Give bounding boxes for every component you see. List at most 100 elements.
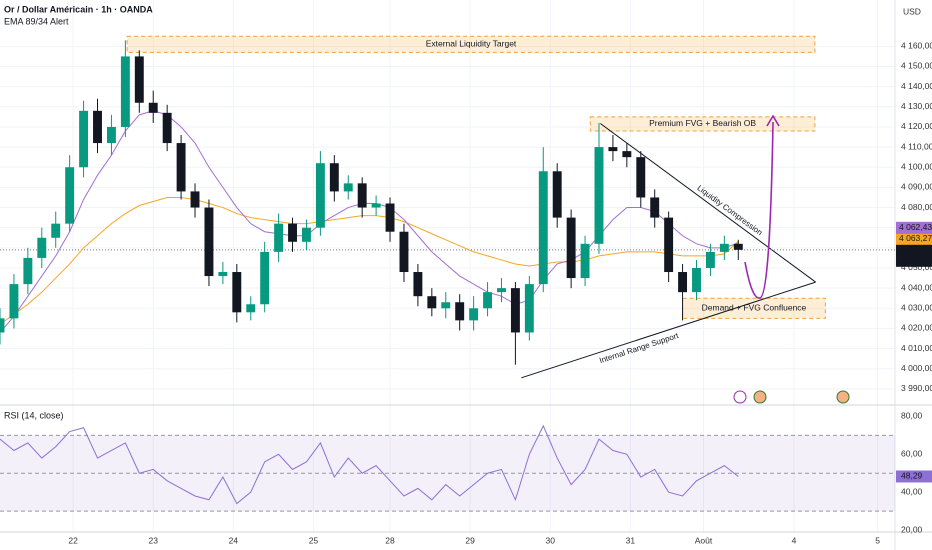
y-tick-label: 4 050,000 xyxy=(901,262,932,272)
candle-body xyxy=(441,302,451,309)
candle-body xyxy=(650,197,660,218)
y-tick-label: 4 110,000 xyxy=(901,141,932,151)
candle-body xyxy=(288,223,297,242)
candle-body xyxy=(343,183,353,192)
rsi-tick-label: 40,00 xyxy=(901,486,923,496)
candle-body xyxy=(65,167,75,224)
candle-body xyxy=(664,217,674,273)
x-tick-label: 30 xyxy=(545,535,555,545)
candle-body xyxy=(594,147,604,244)
countdown: 41:59 xyxy=(899,255,921,265)
indicator-name: EMA 89/34 Alert xyxy=(4,16,69,26)
event-icon[interactable] xyxy=(733,390,747,404)
rsi-tick-label: 60,00 xyxy=(901,449,923,459)
trendline xyxy=(521,281,816,379)
candle-body xyxy=(510,288,520,333)
candle-body xyxy=(232,272,242,313)
candle-body xyxy=(190,191,200,208)
rsi-last-label: 48,29 xyxy=(901,471,923,481)
candle-body xyxy=(552,171,562,218)
last-price-label-bg xyxy=(896,243,932,256)
rsi-title: RSI (14, close) xyxy=(4,410,64,420)
ema-line xyxy=(0,110,739,333)
y-tick-label: 4 150,000 xyxy=(901,61,932,71)
y-tick-label: 4 000,000 xyxy=(901,363,932,373)
y-tick-label: 3 990,000 xyxy=(901,383,932,393)
zone xyxy=(126,35,816,53)
candle-body xyxy=(427,296,437,309)
candle-body xyxy=(106,126,116,144)
currency: USD xyxy=(903,6,921,16)
candle-body xyxy=(23,257,33,285)
y-tick-label: 4 040,000 xyxy=(901,282,932,292)
candle-body xyxy=(719,243,729,252)
candle-body xyxy=(315,163,325,228)
x-tick-label: 31 xyxy=(626,535,636,545)
candle-body xyxy=(469,308,479,321)
x-tick-label: 24 xyxy=(229,535,239,545)
projection-arrow xyxy=(744,121,774,299)
candle-body xyxy=(399,231,409,273)
candle-body xyxy=(37,237,47,258)
x-tick-label: 4 xyxy=(792,535,797,545)
candle-body xyxy=(93,110,102,144)
y-tick-label: 4 020,000 xyxy=(901,323,932,333)
candle-body xyxy=(9,284,19,319)
y-tick-label: 4 080,000 xyxy=(901,202,932,212)
candle-body xyxy=(733,243,743,250)
candle-body xyxy=(176,143,186,192)
y-tick-label: 4 030,000 xyxy=(901,303,932,313)
candle-body xyxy=(79,110,89,168)
y-tick-label: 4 130,000 xyxy=(901,101,932,111)
candle-body xyxy=(636,157,646,198)
y-tick-label: 4 090,000 xyxy=(901,182,932,192)
y-tick-label: 4 140,000 xyxy=(901,81,932,91)
x-tick-label: 5 xyxy=(875,535,880,545)
zone-label: Demand + FVG Confluence xyxy=(702,303,807,313)
candle-body xyxy=(260,251,270,305)
candle-body xyxy=(357,183,367,208)
candle-body xyxy=(371,203,381,208)
y-tick-label: 4 100,000 xyxy=(901,161,932,171)
zone-label: Premium FVG + Bearish OB xyxy=(649,118,756,128)
candle-body xyxy=(329,163,339,192)
countdown-bg xyxy=(896,254,932,267)
x-tick-label: Août xyxy=(695,535,713,545)
zone xyxy=(589,116,816,132)
candle-body xyxy=(455,302,465,321)
trendline xyxy=(600,123,816,283)
chart-title: Or / Dollar Américain · 1h · OANDA xyxy=(4,4,153,14)
candle-body xyxy=(204,207,214,277)
ema-label: 4 063,279 xyxy=(899,233,932,243)
rsi-tick-label: 20,00 xyxy=(901,524,923,534)
candle-body xyxy=(413,272,423,297)
x-tick-label: 29 xyxy=(465,535,475,545)
candle-body xyxy=(483,292,493,309)
last-price-label: 4 059,015 xyxy=(899,244,932,254)
candle-body xyxy=(51,223,61,238)
rsi-line xyxy=(0,424,739,505)
candle-body xyxy=(302,227,311,242)
ema-label: 4 062,430 xyxy=(899,222,932,232)
candle-body xyxy=(678,272,688,293)
candle-body xyxy=(0,318,5,333)
event-icon[interactable] xyxy=(753,390,767,404)
candle-body xyxy=(608,147,618,152)
candle-body xyxy=(705,251,715,268)
candle-body xyxy=(134,56,144,103)
candle-body xyxy=(580,243,590,279)
event-icon[interactable] xyxy=(836,390,850,404)
candle-body xyxy=(622,151,632,158)
ema-label-bg xyxy=(896,221,932,234)
candle-body xyxy=(246,304,256,313)
candle-body xyxy=(120,56,130,127)
candle-body xyxy=(148,102,158,113)
y-tick-label: 4 160,000 xyxy=(901,41,932,51)
candle-body xyxy=(538,171,548,285)
x-tick-label: 23 xyxy=(148,535,158,545)
rsi-last-bg xyxy=(896,470,932,483)
zone-label: External Liquidity Target xyxy=(426,39,517,49)
